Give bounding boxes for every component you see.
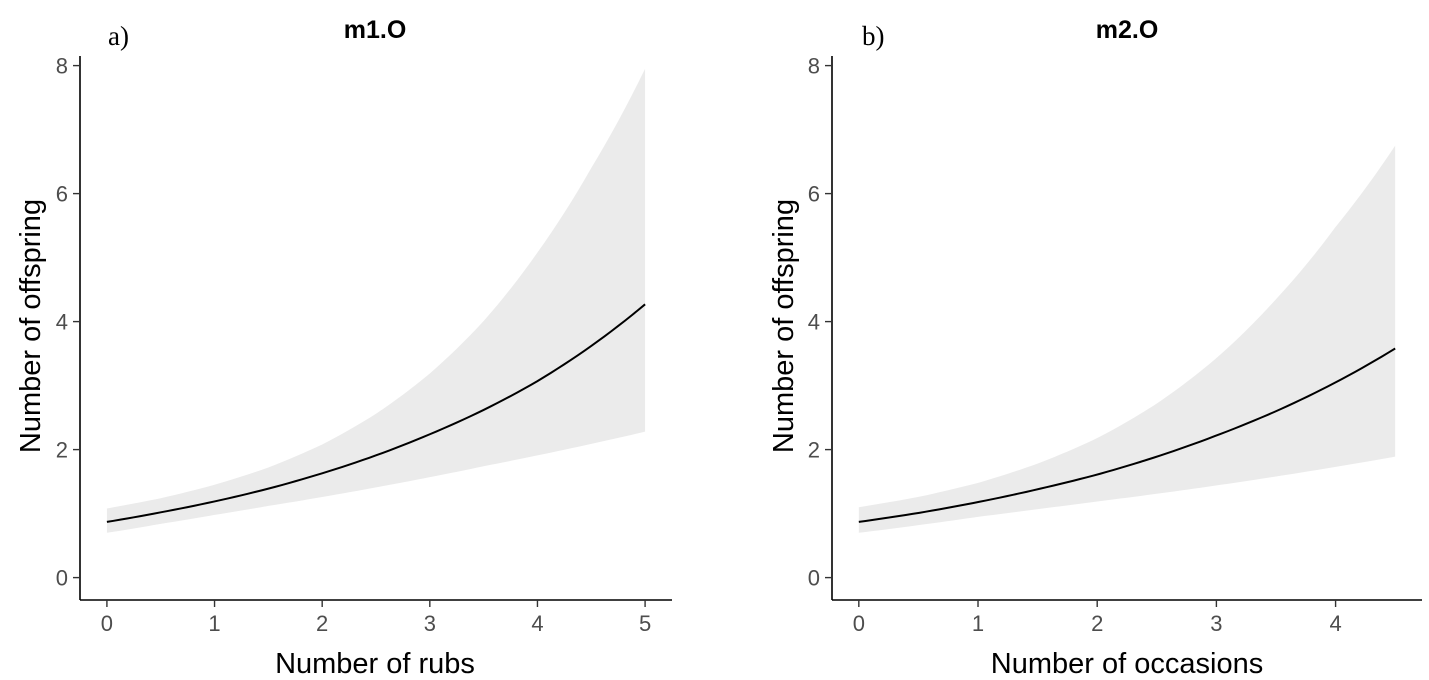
x-tick-label: 4 <box>531 611 543 636</box>
fitted-line <box>106 303 646 523</box>
y-ticks: 0 2 4 6 8 <box>808 54 832 591</box>
chart-title: m1.O <box>344 16 407 44</box>
x-tick-label: 5 <box>639 611 651 636</box>
fitted-line <box>858 347 1396 523</box>
panel-a: a) m1.O 0 2 4 6 8 0 1 2 3 4 5 Number of rubs Numb… <box>15 16 672 680</box>
y-tick-label: 6 <box>808 182 820 207</box>
x-tick-label: 4 <box>1329 611 1341 636</box>
y-tick-label: 0 <box>808 566 820 591</box>
x-ticks: 0 1 2 3 4 <box>853 600 1342 636</box>
y-tick-label: 2 <box>808 438 820 463</box>
x-tick-label: 0 <box>853 611 865 636</box>
chart-title: m2.O <box>1096 16 1159 44</box>
y-axis-title: Number of offspring <box>768 199 800 453</box>
y-tick-label: 6 <box>56 182 68 207</box>
x-tick-label: 1 <box>208 611 220 636</box>
y-tick-label: 4 <box>56 310 68 335</box>
y-tick-label: 2 <box>56 438 68 463</box>
x-tick-label: 2 <box>1091 611 1103 636</box>
y-ticks: 0 2 4 6 8 <box>56 54 80 591</box>
panel-label: a) <box>108 21 129 51</box>
confidence-ribbon <box>106 68 646 533</box>
x-axis-title: Number of rubs <box>275 648 475 680</box>
x-ticks: 0 1 2 3 4 5 <box>101 600 651 636</box>
y-tick-label: 8 <box>808 54 820 79</box>
confidence-ribbon <box>858 145 1396 533</box>
x-tick-label: 3 <box>424 611 436 636</box>
x-tick-label: 1 <box>972 611 984 636</box>
x-tick-label: 2 <box>316 611 328 636</box>
y-tick-label: 8 <box>56 54 68 79</box>
x-tick-label: 3 <box>1210 611 1222 636</box>
panel-label: b) <box>862 21 885 51</box>
x-tick-label: 0 <box>101 611 113 636</box>
y-tick-label: 4 <box>808 310 820 335</box>
y-axis-title: Number of offspring <box>15 199 47 453</box>
x-axis-title: Number of occasions <box>991 648 1263 680</box>
y-tick-label: 0 <box>56 566 68 591</box>
